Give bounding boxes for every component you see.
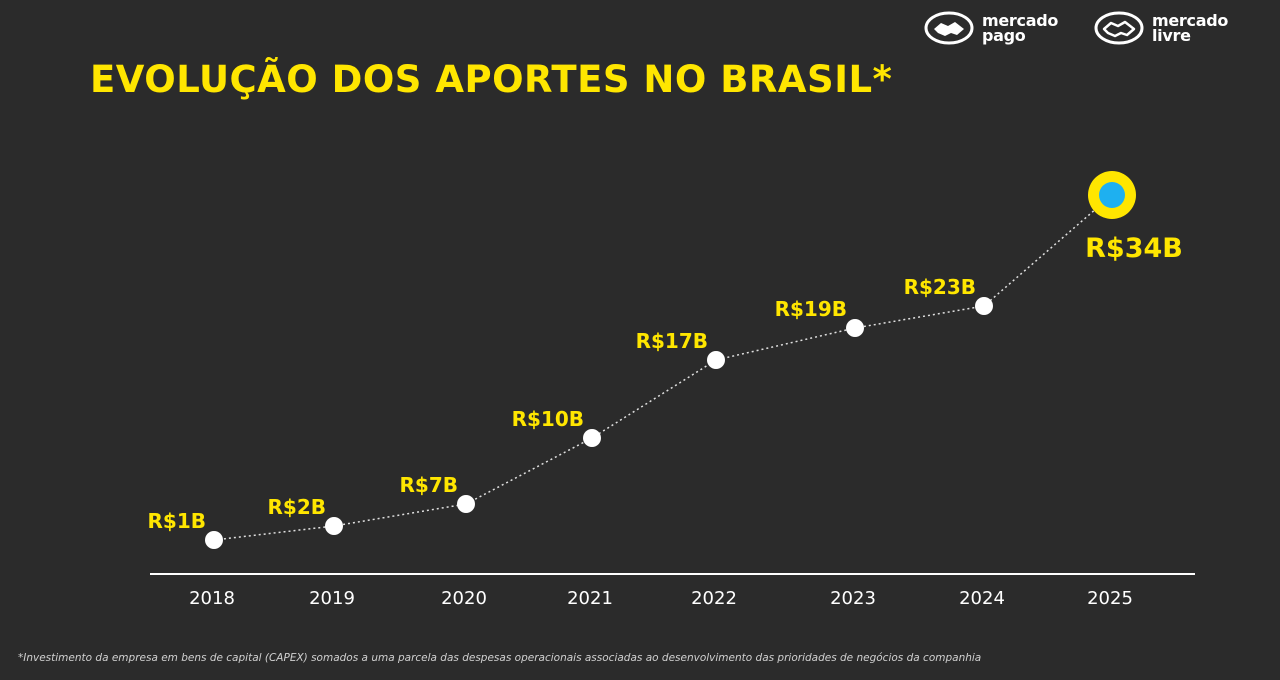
data-point: [975, 297, 993, 315]
handshake-icon: [924, 11, 974, 45]
data-label: R$34B: [1085, 233, 1183, 264]
page-title: EVOLUÇÃO DOS APORTES NO BRASIL*: [90, 58, 893, 101]
mercado-pago-logo: mercado pago: [924, 8, 1058, 48]
x-tick-label: 2019: [309, 588, 355, 609]
series-line: [213, 194, 1113, 541]
data-point: [583, 429, 601, 447]
data-point: [325, 517, 343, 535]
data-label: R$17B: [636, 329, 708, 353]
data-label: R$10B: [512, 407, 584, 431]
data-label: R$23B: [904, 275, 976, 299]
data-label: R$19B: [775, 297, 847, 321]
data-label: R$1B: [148, 509, 206, 533]
handshake-icon: [1094, 11, 1144, 45]
data-point: [846, 319, 864, 337]
footnote: *Investimento da empresa em bens de capi…: [18, 652, 982, 664]
data-label: R$7B: [400, 473, 458, 497]
data-point: [1099, 182, 1125, 208]
x-tick-label: 2020: [441, 588, 487, 609]
logo-text: mercado livre: [1152, 11, 1229, 45]
x-tick-label: 2024: [959, 588, 1005, 609]
logo-text: mercado pago: [982, 11, 1059, 45]
data-point: [457, 495, 475, 513]
mercado-livre-logo: mercado livre: [1094, 8, 1228, 48]
x-tick-label: 2025: [1087, 588, 1133, 609]
x-tick-label: 2022: [691, 588, 737, 609]
data-point: [707, 351, 725, 369]
x-tick-label: 2018: [189, 588, 235, 609]
x-tick-label: 2023: [830, 588, 876, 609]
data-label: R$2B: [268, 495, 326, 519]
x-tick-label: 2021: [567, 588, 613, 609]
data-point: [205, 531, 223, 549]
